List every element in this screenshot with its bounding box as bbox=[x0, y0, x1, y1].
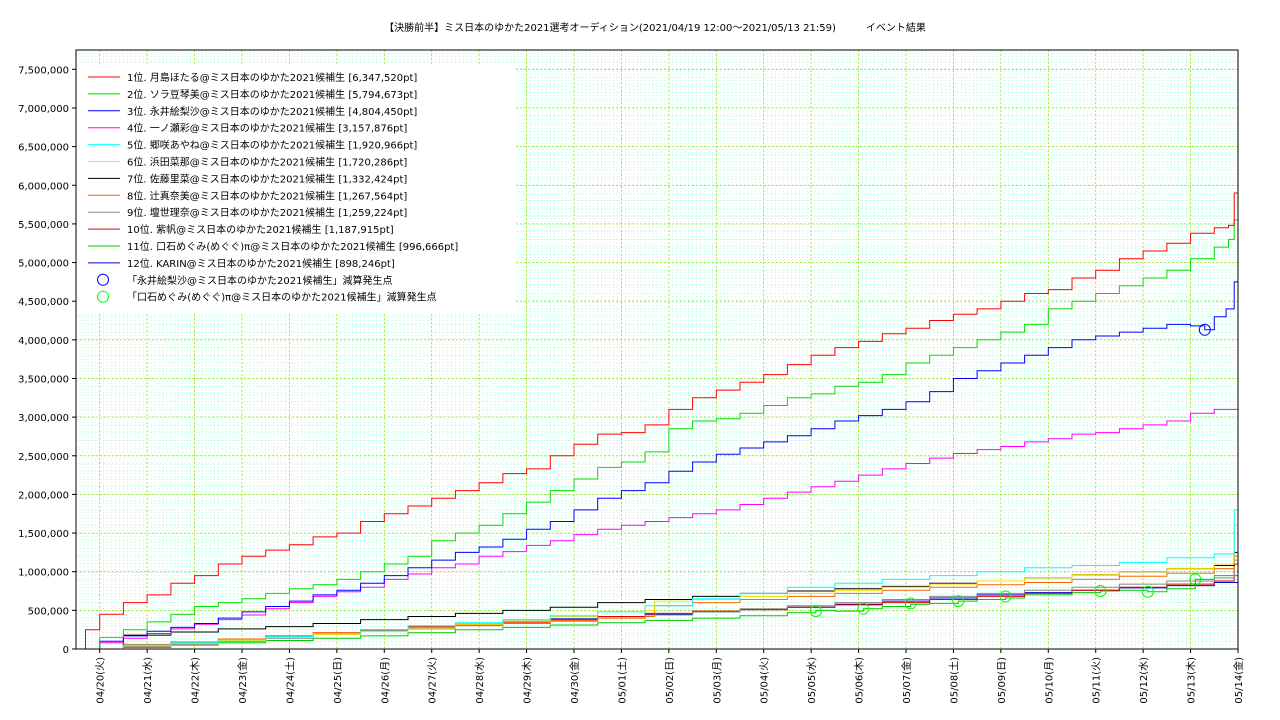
y-tick-label: 7,500,000 bbox=[18, 65, 69, 76]
x-tick-label: 04/30(金) bbox=[568, 657, 581, 704]
x-tick-label: 05/04(火) bbox=[759, 657, 771, 704]
x-tick-label: 05/10(月) bbox=[1043, 657, 1055, 704]
marker-point bbox=[1189, 573, 1202, 586]
legend: 1位. 月島ほたる@ミス日本のゆかた2021候補生 [6,347,520pt] 2… bbox=[77, 65, 515, 312]
y-tick-label: 3,000,000 bbox=[18, 413, 69, 424]
series-line bbox=[76, 404, 1239, 650]
legend-entry: 6位. 浜田菜那@ミス日本のゆかた2021候補生 [1,720,286pt] bbox=[127, 156, 407, 169]
x-tick-label: 04/28(水) bbox=[474, 657, 486, 704]
series-line bbox=[76, 551, 1239, 650]
y-tick-label: 3,500,000 bbox=[18, 374, 69, 385]
x-tick-label: 05/11(火) bbox=[1091, 657, 1103, 704]
y-tick-label: 6,000,000 bbox=[18, 181, 69, 192]
x-tick-label: 04/21(水) bbox=[142, 657, 154, 704]
y-tick-label: 7,000,000 bbox=[18, 104, 69, 115]
x-tick-label: 05/08(土) bbox=[947, 657, 960, 704]
series-line bbox=[76, 572, 1239, 650]
marker-point bbox=[857, 602, 870, 615]
y-tick-label: 5,000,000 bbox=[18, 259, 69, 270]
y-tick-label: 0 bbox=[63, 645, 69, 656]
series-line bbox=[76, 158, 1239, 650]
y-tick-label: 500,000 bbox=[28, 606, 69, 617]
x-tick-label: 05/12(水) bbox=[1138, 657, 1150, 704]
y-tick-label: 1,000,000 bbox=[18, 568, 69, 579]
x-tick-label: 05/05(水) bbox=[806, 657, 818, 704]
x-tick-label: 05/01(土) bbox=[615, 657, 628, 704]
marker-point bbox=[904, 597, 917, 610]
x-tick-label: 05/13(木) bbox=[1186, 657, 1198, 704]
legend-entry: 9位. 壇世理奈@ミス日本のゆかた2021候補生 [1,259,224pt] bbox=[127, 206, 407, 219]
chart-title: 【決勝前半】ミス日本のゆかた2021選考オーディション(2021/04/19 1… bbox=[384, 23, 926, 34]
y-tick-label: 1,500,000 bbox=[18, 529, 69, 540]
y-tick-label: 2,500,000 bbox=[18, 452, 69, 463]
marker-point bbox=[1094, 585, 1107, 598]
x-tick-label: 04/23(金) bbox=[236, 657, 249, 704]
x-tick-label: 04/25(日) bbox=[333, 657, 344, 704]
marker-point bbox=[1198, 323, 1211, 336]
series-group bbox=[76, 158, 1239, 650]
legend-entry: 11位. 口石めぐみ(めぐぐ)π@ミス日本のゆかた2021候補生 [996,66… bbox=[127, 240, 458, 253]
marker-point bbox=[952, 595, 965, 608]
x-tick-label: 04/22(木) bbox=[190, 657, 202, 704]
x-tick-label: 05/06(木) bbox=[854, 657, 866, 704]
x-tick-label: 05/14(金) bbox=[1232, 657, 1245, 704]
x-tick-label: 05/07(金) bbox=[900, 657, 913, 704]
legend-box bbox=[77, 65, 515, 312]
y-tick-label: 5,500,000 bbox=[18, 220, 69, 231]
plot-border bbox=[75, 49, 1239, 650]
series-line bbox=[76, 277, 1239, 650]
legend-entry: 「永井絵梨沙@ミス日本のゆかた2021候補生」減算発生点 bbox=[127, 274, 392, 287]
legend-entry: 10位. 紫帆@ミス日本のゆかた2021候補生 [1,187,915pt] bbox=[127, 223, 394, 236]
x-tick-label: 05/03(月) bbox=[711, 657, 723, 704]
y-tick-label: 4,500,000 bbox=[18, 297, 69, 308]
x-tick-label: 05/09(日) bbox=[997, 657, 1008, 704]
x-tick-label: 04/29(木) bbox=[522, 657, 534, 704]
legend-entry: 2位. ソラ豆琴美@ミス日本のゆかた2021候補生 [5,794,673pt] bbox=[127, 88, 417, 101]
legend-marker bbox=[97, 290, 109, 303]
legend-entry: 5位. 郷咲あやね@ミス日本のゆかた2021候補生 [1,920,966pt] bbox=[127, 139, 417, 152]
x-tick-label: 05/02(日) bbox=[665, 657, 676, 704]
x-tick-label: 04/26(月) bbox=[379, 657, 391, 704]
x-tick-label: 04/24(土) bbox=[283, 657, 296, 704]
marker-point bbox=[809, 605, 822, 618]
y-axis: 0 500,000 1,000,000 1,500,000 2,000,000 2,500… bbox=[18, 65, 76, 656]
marker-point bbox=[1141, 585, 1154, 598]
y-tick-label: 2,000,000 bbox=[18, 490, 69, 501]
series-line bbox=[76, 201, 1239, 650]
legend-entry: 4位. 一ノ瀬彩@ミス日本のゆかた2021候補生 [3,157,876pt] bbox=[127, 122, 407, 135]
legend-entry: 「口石めぐみ(めぐぐ)π@ミス日本のゆかた2021候補生」減算発生点 bbox=[127, 291, 437, 304]
y-tick-label: 4,000,000 bbox=[18, 336, 69, 347]
x-axis: 04/20(火) 04/21(水) 04/22(木) 04/23(金) 04/24(土)… bbox=[95, 649, 1245, 704]
legend-entry: 1位. 月島ほたる@ミス日本のゆかた2021候補生 [6,347,520pt] bbox=[127, 71, 417, 84]
legend-marker bbox=[97, 273, 109, 286]
legend-entry: 3位. 永井絵梨沙@ミス日本のゆかた2021候補生 [4,804,450pt] bbox=[127, 105, 417, 118]
series-line bbox=[76, 500, 1239, 650]
y-tick-label: 6,500,000 bbox=[18, 143, 69, 154]
legend-entry: 7位. 佐藤里菜@ミス日本のゆかた2021候補生 [1,332,424pt] bbox=[127, 172, 407, 185]
legend-entry: 8位. 辻真奈美@ミス日本のゆかた2021候補生 [1,267,564pt] bbox=[127, 189, 407, 202]
marker-group bbox=[809, 323, 1211, 618]
marker-point bbox=[999, 590, 1012, 603]
legend-entry: 12位. KARIN@ミス日本のゆかた2021候補生 [898,246pt] bbox=[127, 257, 395, 270]
x-tick-label: 04/20(火) bbox=[95, 657, 107, 704]
x-tick-label: 04/27(火) bbox=[427, 657, 439, 704]
